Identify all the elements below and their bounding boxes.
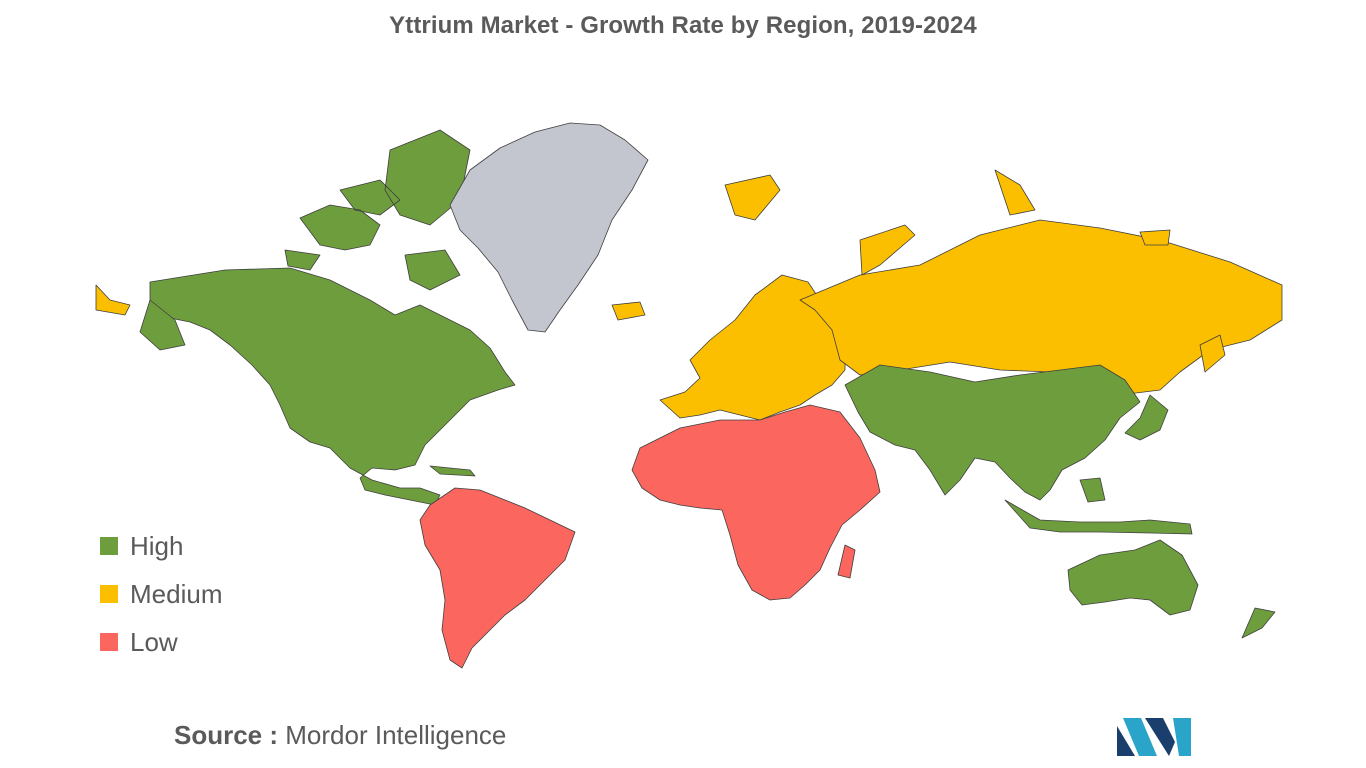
new-zealand — [1241, 607, 1276, 639]
russia — [799, 219, 1283, 396]
region-europe-russia — [95, 169, 1283, 421]
alaska-peninsula — [139, 299, 186, 351]
legend-item-high: High — [100, 522, 222, 570]
japan — [1124, 394, 1169, 441]
madagascar — [837, 544, 856, 579]
legend-label-medium: Medium — [130, 578, 223, 609]
legend-item-low: Low — [100, 618, 222, 666]
legend-label-high: High — [130, 530, 184, 561]
greenland — [449, 122, 649, 333]
legend-label-low: Low — [130, 626, 178, 657]
source-text: Mordor Intelligence — [285, 720, 507, 750]
legend: High Medium Low — [100, 522, 222, 666]
legend-swatch-low — [100, 633, 118, 651]
indonesia-philippines — [1004, 477, 1193, 535]
middle-east-africa — [631, 404, 881, 601]
kamchatka — [1199, 334, 1226, 373]
asia-mainland — [844, 364, 1141, 501]
region-asia-pacific — [844, 364, 1276, 639]
legend-swatch-medium — [100, 585, 118, 603]
australia — [1067, 539, 1199, 616]
chart-title: Yttrium Market - Growth Rate by Region, … — [389, 12, 977, 39]
mordor-intelligence-logo-icon — [1117, 718, 1191, 756]
canada-arctic-islands — [284, 129, 471, 291]
alaska-west-tip — [95, 284, 131, 316]
south-america — [419, 487, 576, 669]
arctic-islands-europe — [611, 169, 1171, 321]
north-america-mainland — [149, 267, 516, 506]
legend-swatch-high — [100, 537, 118, 555]
source-label: Source : — [174, 720, 279, 750]
source-note: Source : Mordor Intelligence — [174, 720, 506, 751]
region-north-america — [139, 129, 516, 506]
caribbean — [429, 465, 476, 477]
legend-item-medium: Medium — [100, 570, 222, 618]
